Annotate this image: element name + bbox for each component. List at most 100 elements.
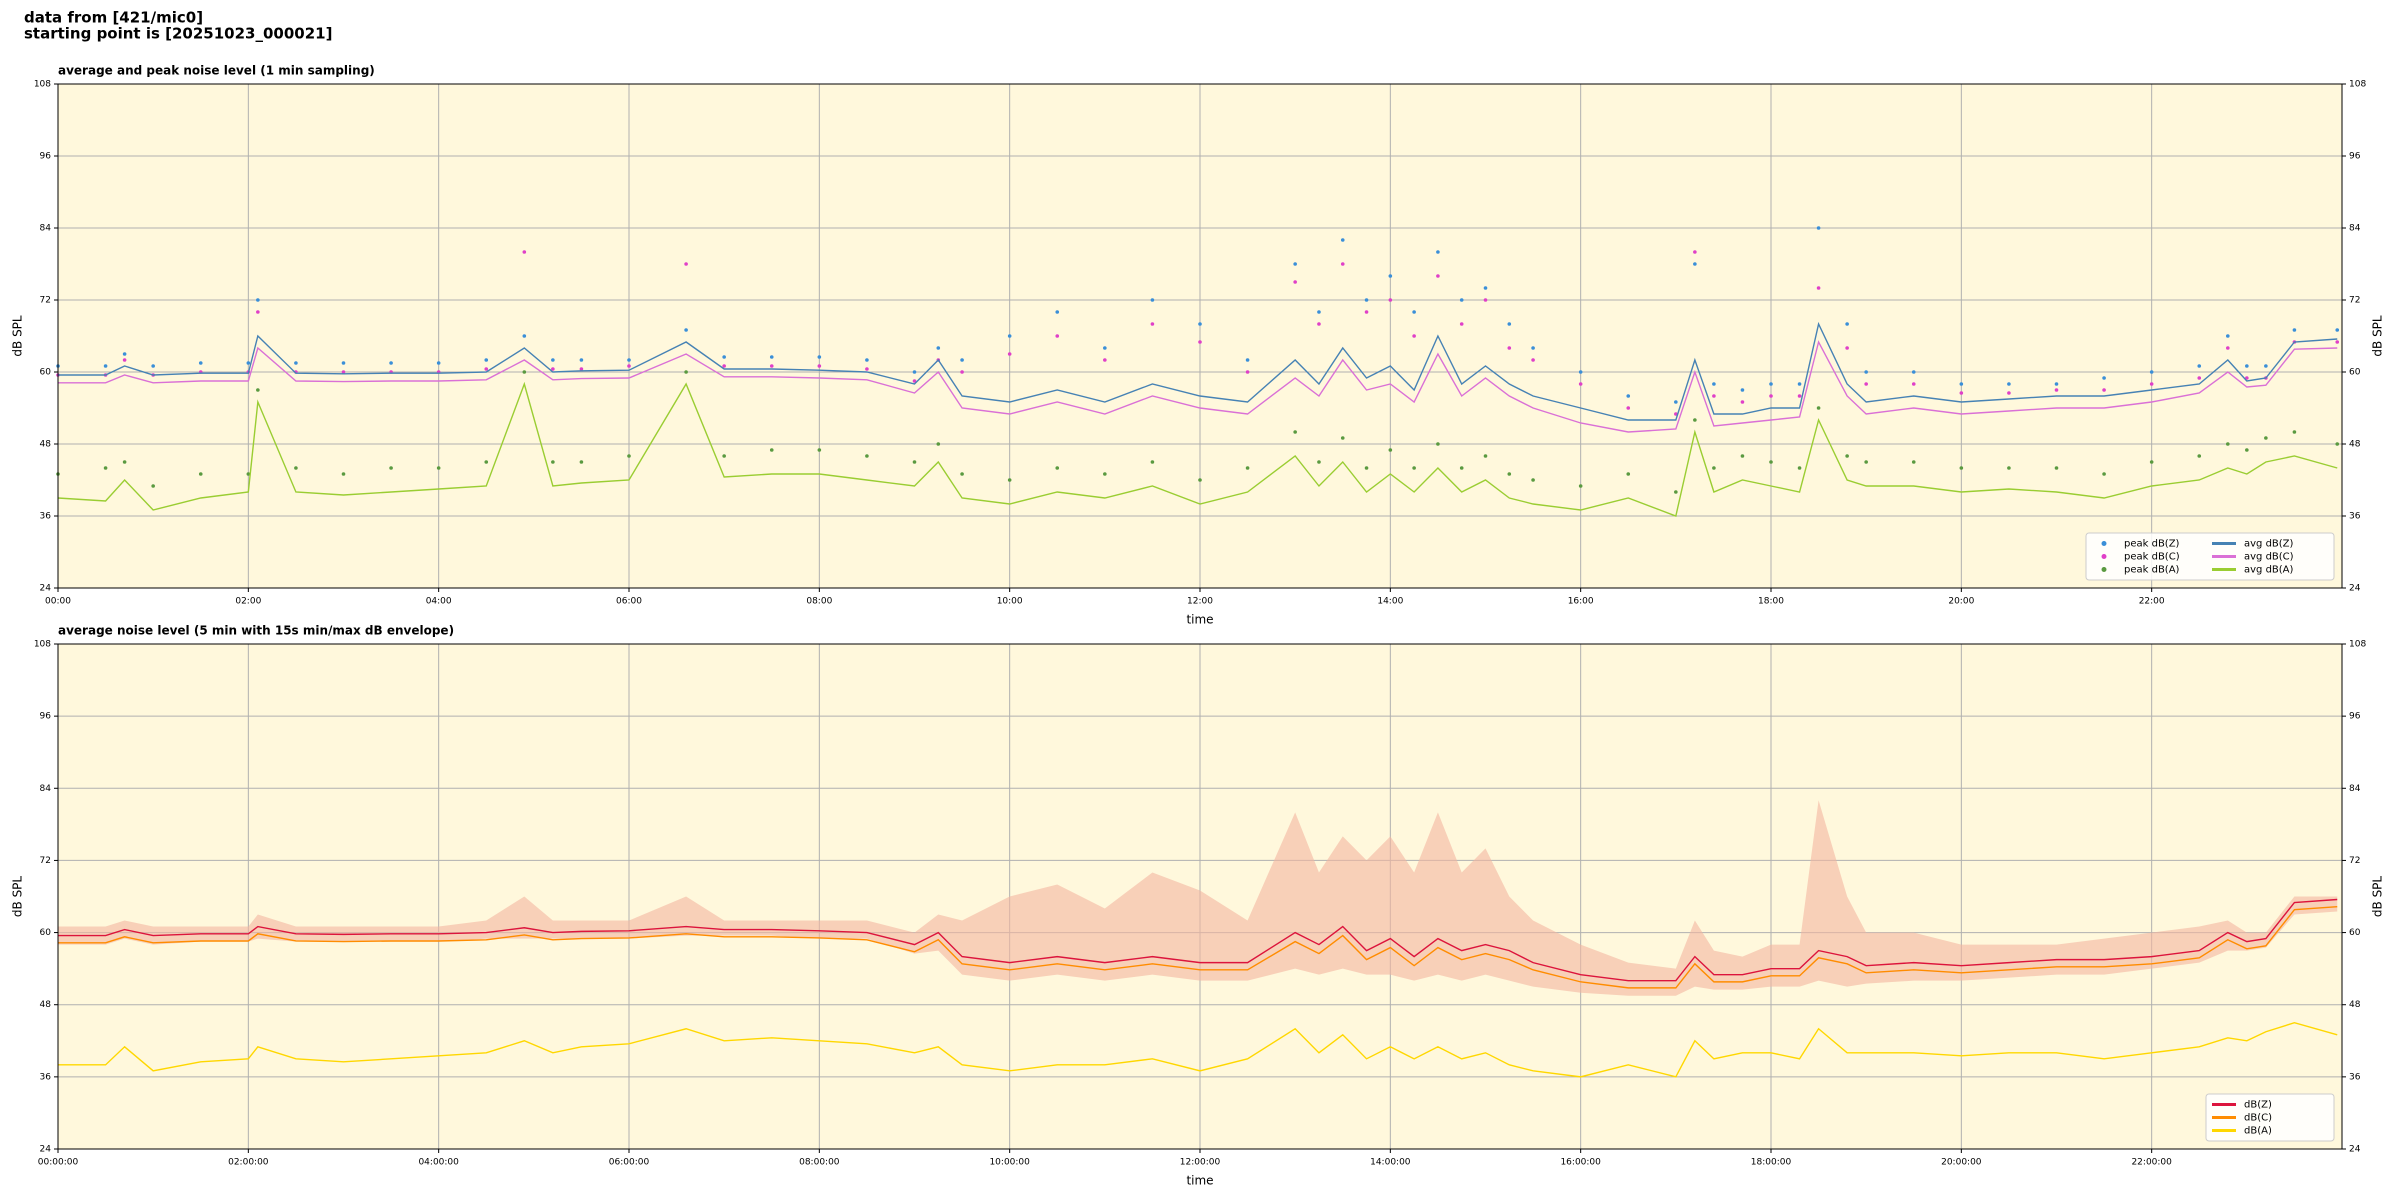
peak-point [1198, 340, 1202, 344]
peak-point [1055, 334, 1060, 338]
peak-point [865, 367, 869, 371]
y-tick-label: 96 [40, 152, 52, 162]
x-tick-label: 02:00:00 [228, 1158, 269, 1168]
peak-point [1459, 298, 1464, 302]
peak-point [1712, 394, 1716, 398]
peak-point [1293, 430, 1297, 434]
x-axis-label: time [1186, 1174, 1213, 1188]
peak-point [1911, 382, 1916, 386]
y-tick-label: 72 [2349, 296, 2360, 306]
peak-point [2245, 448, 2249, 452]
peak-point [1797, 394, 1802, 398]
y-tick-label: 36 [40, 1072, 52, 1082]
peak-point [1317, 460, 1321, 464]
legend-label: avg dB(C) [2244, 552, 2294, 563]
peak-point [1340, 238, 1345, 242]
peak-point [722, 355, 726, 359]
chart-title: average noise level (5 min with 15s min/… [58, 624, 454, 638]
peak-point [1911, 460, 1916, 464]
x-tick-label: 00:00:00 [38, 1158, 79, 1168]
peak-point [1959, 382, 1964, 386]
peak-point [960, 358, 964, 362]
peak-point [1364, 466, 1369, 470]
peak-point [1150, 460, 1155, 464]
peak-point [1364, 310, 1369, 314]
y-axis-label: dB SPL [2371, 876, 2385, 918]
peak-point [122, 460, 127, 464]
peak-point [1007, 478, 1012, 482]
x-tick-label: 04:00:00 [418, 1158, 459, 1168]
legend-marker [2101, 567, 2107, 572]
series-line [57, 381, 2338, 517]
peak-point [2245, 364, 2249, 368]
peak-point [389, 361, 393, 365]
peak-point [1531, 478, 1535, 482]
y-tick-label: 24 [40, 584, 52, 594]
legend-label: peak dB(C) [2124, 552, 2180, 563]
peak-point [1674, 490, 1678, 494]
y-tick-label: 108 [34, 80, 51, 90]
peak-point [1959, 391, 1964, 395]
y-tick-label: 96 [40, 712, 52, 722]
peak-point [627, 454, 631, 458]
y-tick-label: 72 [2349, 856, 2360, 866]
x-tick-label: 04:00 [426, 597, 452, 607]
peak-point [522, 334, 527, 338]
y-tick-label: 60 [40, 368, 52, 378]
peak-point [341, 472, 346, 476]
plot-frame [57, 83, 2343, 589]
peak-point [1693, 250, 1697, 254]
x-tick-label: 08:00 [806, 597, 832, 607]
peak-point [865, 358, 869, 362]
peak-point [122, 352, 127, 356]
peak-point [1007, 352, 1012, 356]
peak-point [912, 370, 917, 374]
y-tick-label: 48 [2349, 1000, 2361, 1010]
peak-point [2197, 364, 2202, 368]
peak-point [684, 328, 688, 332]
legend-marker [2101, 541, 2107, 546]
x-tick-label: 20:00:00 [1941, 1158, 1982, 1168]
peak-point [2054, 388, 2059, 392]
peak-point [1797, 382, 1802, 386]
x-tick-label: 18:00 [1758, 597, 1784, 607]
peak-point [294, 361, 298, 365]
peak-point [1055, 466, 1060, 470]
x-tick-label: 02:00 [235, 597, 261, 607]
peak-point [1340, 262, 1345, 266]
peak-point [2149, 370, 2154, 374]
peak-point [1317, 310, 1321, 314]
peak-point [1507, 472, 1512, 476]
peak-point [817, 448, 822, 452]
peak-point [2054, 466, 2059, 470]
legend-label: peak dB(A) [2124, 565, 2180, 576]
peak-point [1483, 286, 1488, 290]
peak-point [1578, 382, 1583, 386]
y-tick-label: 36 [2349, 1072, 2361, 1082]
legend-label: avg dB(Z) [2244, 539, 2294, 550]
peak-point [1317, 322, 1321, 326]
chart-title: average and peak noise level (1 min samp… [58, 64, 375, 78]
peak-point [1245, 466, 1250, 470]
peak-point [2102, 472, 2106, 476]
series-line [58, 340, 2338, 433]
peak-point [1864, 382, 1868, 386]
series-line [58, 1022, 2338, 1078]
peak-point [1626, 472, 1631, 476]
peak-point [151, 484, 155, 488]
peak-point [960, 472, 964, 476]
peak-point [341, 361, 346, 365]
legend-marker [2101, 554, 2107, 559]
header-line: starting point is [20251023_000021] [24, 25, 332, 43]
peak-point [769, 364, 774, 368]
y-tick-label: 36 [40, 512, 52, 522]
y-tick-label: 84 [2349, 224, 2361, 234]
peak-point [1626, 406, 1631, 410]
peak-point [436, 361, 441, 365]
y-tick-label: 84 [40, 784, 52, 794]
series-line [58, 898, 2338, 982]
y-tick-label: 36 [2349, 512, 2361, 522]
legend-label: dB(C) [2244, 1113, 2272, 1124]
